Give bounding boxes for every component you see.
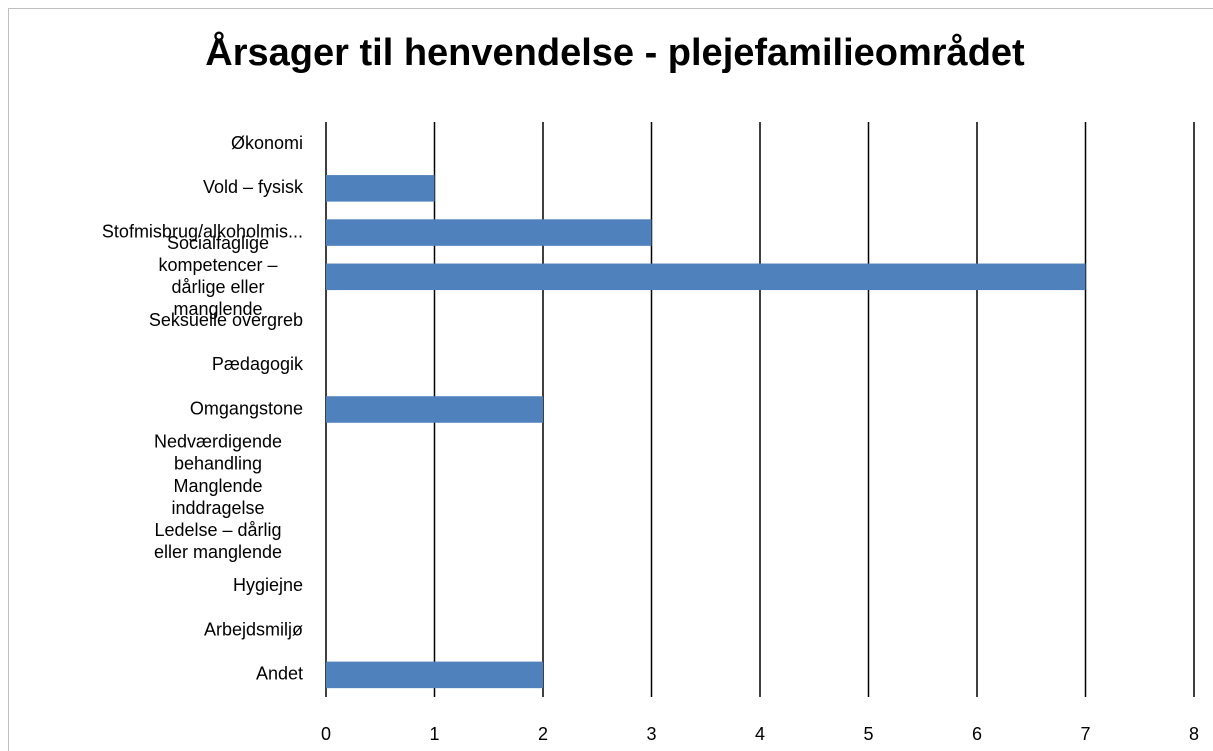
bar: [326, 219, 652, 246]
y-tick-label: Omgangstone: [190, 398, 303, 418]
chart-border: [8, 8, 1213, 751]
chart-title: Årsager til henvendelse - plejefamilieom…: [205, 30, 1025, 74]
x-tick-label: 1: [429, 724, 439, 744]
x-tick-label: 6: [972, 724, 982, 744]
y-tick-label: Manglende inddragelse: [171, 476, 264, 518]
bar: [326, 263, 1086, 291]
x-tick-label: 5: [863, 724, 873, 744]
y-tick-label: Arbejdsmiljø: [204, 619, 303, 639]
x-tick-label: 2: [538, 724, 548, 744]
bar: [326, 396, 543, 423]
x-tick-label: 3: [646, 724, 656, 744]
x-tick-label: 8: [1189, 724, 1199, 744]
y-tick-label: Nedværdigende behandling: [154, 431, 282, 473]
x-tick-label: 4: [755, 724, 765, 744]
y-tick-label: Økonomi: [231, 133, 303, 153]
y-tick-label: Vold – fysisk: [203, 177, 304, 197]
y-tick-label: Stofmisbrug/alkoholmis...: [102, 221, 303, 241]
bar: [326, 175, 435, 202]
x-tick-label: 7: [1080, 724, 1090, 744]
x-tick-label: 0: [321, 724, 331, 744]
y-tick-label: Seksuelle overgreb: [149, 310, 303, 330]
y-tick-label: Socialfaglige kompetencer – dårlige eller m…: [158, 233, 277, 319]
bar: [326, 661, 543, 689]
y-tick-label: Pædagogik: [212, 354, 304, 374]
y-tick-label: Andet: [256, 664, 303, 684]
y-tick-label: Ledelse – dårlig eller manglende: [154, 520, 282, 562]
y-tick-label: Hygiejne: [233, 575, 303, 595]
